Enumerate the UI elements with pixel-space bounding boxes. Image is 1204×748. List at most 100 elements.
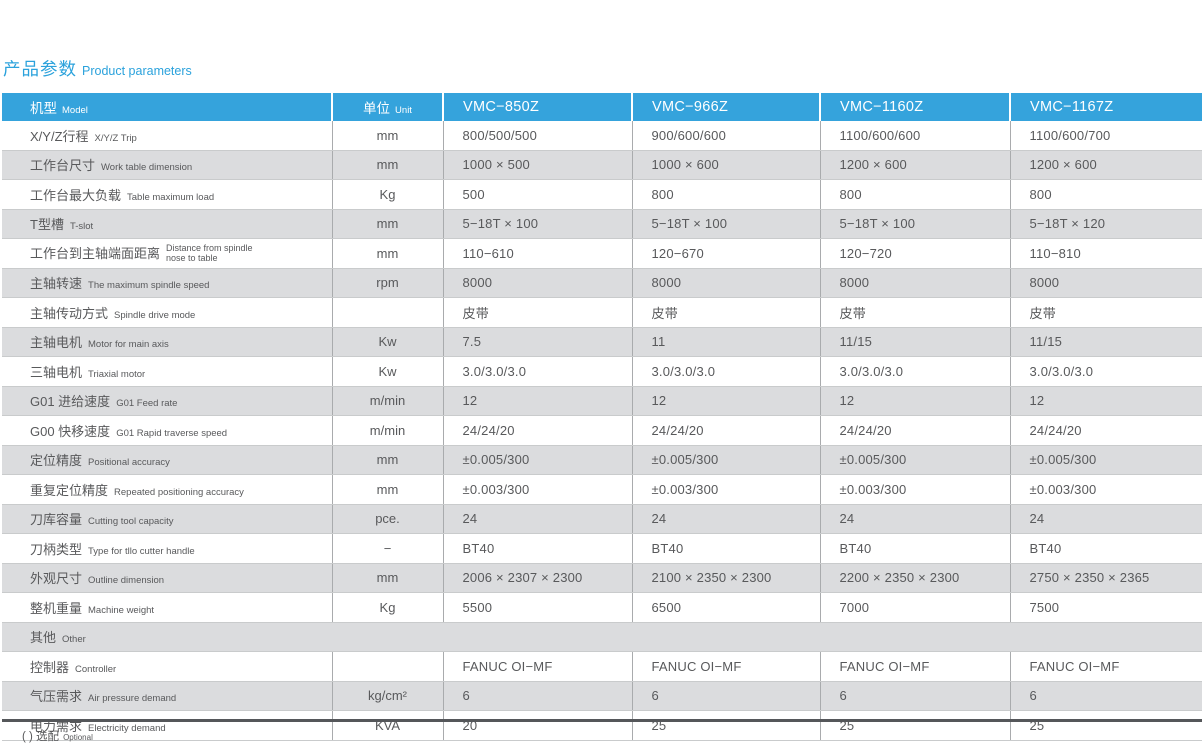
spec-value: 8000: [1009, 268, 1202, 298]
spec-label-en: Type for tllo cutter handle: [88, 545, 195, 557]
spec-label-en: Air pressure demand: [88, 693, 177, 705]
spec-value: 皮带: [819, 297, 1010, 328]
table-row: X/Y/Z行程 X/Y/Z Trip mm 800/500/500 900/600/60…: [2, 121, 1202, 151]
spec-label: G01 进给速度 G01 Feed rate: [2, 386, 332, 416]
section-label-zh: 其他: [30, 630, 57, 646]
spec-label-zh: 刀柄类型: [30, 541, 83, 557]
footnote-zh: ( ) 选配: [22, 731, 60, 743]
spec-label-en: T-slot: [69, 221, 94, 233]
spec-value: 皮带: [631, 297, 820, 328]
spec-value: 800: [819, 179, 1010, 210]
spec-value: 5500: [442, 592, 632, 623]
spec-label: 工作台到主轴端面距离 Distance from spindle nose to …: [2, 238, 332, 269]
table-header-row: 机型 Model 单位 Unit VMC−850Z VMC−966Z VMC−116…: [2, 93, 1202, 121]
spec-value: 2100 × 2350 × 2300: [631, 563, 820, 593]
spec-label-zh: 主轴电机: [30, 335, 83, 351]
spec-unit: [331, 651, 443, 682]
spec-value: 24/24/20: [442, 415, 632, 446]
spec-unit: m/min: [331, 386, 443, 416]
spec-label-en: Positional accuracy: [88, 457, 170, 469]
spec-value: 11: [631, 327, 820, 357]
spec-value: 1200 × 600: [819, 150, 1010, 180]
spec-value: 3.0/3.0/3.0: [819, 356, 1010, 387]
spec-label-zh: G00 快移速度: [30, 423, 111, 439]
spec-unit: Kw: [331, 327, 443, 357]
spec-label: 定位精度 Positional accuracy: [2, 445, 332, 475]
spec-value: 1200 × 600: [1009, 150, 1202, 180]
spec-value: FANUC OI−MF: [442, 651, 632, 682]
spec-unit: mm: [331, 474, 443, 505]
table-row: 整机重量 Machine weight Kg 5500 6500 7000 7500: [2, 592, 1202, 623]
spec-label-zh: 重复定位精度: [30, 482, 109, 498]
spec-label-en: Distance from spindle nose to table: [166, 243, 253, 264]
table-row: 刀库容量 Cutting tool capacity pce. 24 24 24 24: [2, 504, 1202, 534]
spec-label-en: Table maximum load: [127, 191, 215, 203]
spec-label-en: The maximum spindle speed: [88, 280, 210, 292]
spec-value: 800: [1009, 179, 1202, 210]
spec-value: 3.0/3.0/3.0: [1009, 356, 1202, 387]
table-row: 外观尺寸 Outline dimension mm 2006 × 2307 × 230…: [2, 563, 1202, 593]
spec-label: T型槽 T-slot: [2, 209, 332, 239]
spec-value: ±0.003/300: [1009, 474, 1202, 505]
spec-value: 12: [1009, 386, 1202, 416]
spec-value: 5−18T × 120: [1009, 209, 1202, 239]
spec-value: FANUC OI−MF: [1009, 651, 1202, 682]
spec-label-zh: 三轴电机: [30, 364, 83, 380]
spec-label: 气压需求 Air pressure demand: [2, 681, 332, 711]
spec-value: ±0.003/300: [819, 474, 1010, 505]
spec-label-en: Work table dimension: [101, 162, 193, 174]
page-title-en: Product parameters: [82, 64, 192, 78]
header-model-en: Model: [62, 104, 88, 116]
spec-label-en: Electricity demand: [88, 722, 166, 734]
spec-unit: KVA: [331, 710, 443, 741]
spec-value: ±0.005/300: [1009, 445, 1202, 475]
table-row: T型槽 T-slot mm 5−18T × 100 5−18T × 100 5−18T ×…: [2, 209, 1202, 239]
spec-value: 24/24/20: [631, 415, 820, 446]
table-bottom-rule: [2, 719, 1202, 722]
spec-value: ±0.003/300: [631, 474, 820, 505]
spec-value: 5−18T × 100: [819, 209, 1010, 239]
spec-value: 24: [631, 504, 820, 534]
spec-label: 电力需求 Electricity demand: [2, 710, 332, 741]
footnote-en: Optional: [63, 733, 93, 742]
spec-label-zh: 定位精度: [30, 453, 83, 469]
spec-label-zh: G01 进给速度: [30, 394, 111, 410]
spec-label-en: Controller: [75, 663, 117, 675]
header-unit-column: 单位 Unit: [331, 93, 443, 121]
spec-unit: rpm: [331, 268, 443, 298]
spec-value: 900/600/600: [631, 121, 820, 151]
spec-value: 24: [442, 504, 632, 534]
spec-value: 6: [631, 681, 820, 711]
spec-value: BT40: [1009, 533, 1202, 564]
header-unit-en: Unit: [395, 104, 412, 116]
spec-value: 6: [819, 681, 1010, 711]
spec-value: 6: [1009, 681, 1202, 711]
header-model-vmc-850z: VMC−850Z: [442, 93, 632, 121]
spec-value: 25: [631, 710, 820, 741]
spec-value: 1000 × 500: [442, 150, 632, 180]
spec-value: 2200 × 2350 × 2300: [819, 563, 1010, 593]
spec-value: 110−810: [1009, 238, 1202, 269]
product-parameters-table: 机型 Model 单位 Unit VMC−850Z VMC−966Z VMC−116…: [2, 93, 1202, 741]
spec-value: 120−720: [819, 238, 1010, 269]
spec-value: 110−610: [442, 238, 632, 269]
section-label-en: Other: [62, 634, 86, 646]
table-row: 重复定位精度 Repeated positioning accuracy mm ±0.…: [2, 474, 1202, 505]
spec-value: 800: [631, 179, 820, 210]
spec-label: 控制器 Controller: [2, 651, 332, 682]
page-title: 产品参数 Product parameters: [3, 56, 192, 81]
spec-value: 120−670: [631, 238, 820, 269]
spec-value: 皮带: [442, 297, 632, 328]
spec-label-en: Machine weight: [88, 604, 155, 616]
spec-label: 主轴传动方式 Spindle drive mode: [2, 297, 332, 328]
section-label: 其他 Other: [2, 622, 1202, 652]
spec-value: 8000: [631, 268, 820, 298]
spec-label: G00 快移速度 G01 Rapid traverse speed: [2, 415, 332, 446]
spec-unit: pce.: [331, 504, 443, 534]
spec-label-en: Motor for main axis: [88, 339, 169, 351]
spec-label-en: X/Y/Z Trip: [94, 132, 137, 144]
spec-label: 刀库容量 Cutting tool capacity: [2, 504, 332, 534]
spec-unit: mm: [331, 238, 443, 269]
spec-value: 8000: [442, 268, 632, 298]
spec-value: 1000 × 600: [631, 150, 820, 180]
